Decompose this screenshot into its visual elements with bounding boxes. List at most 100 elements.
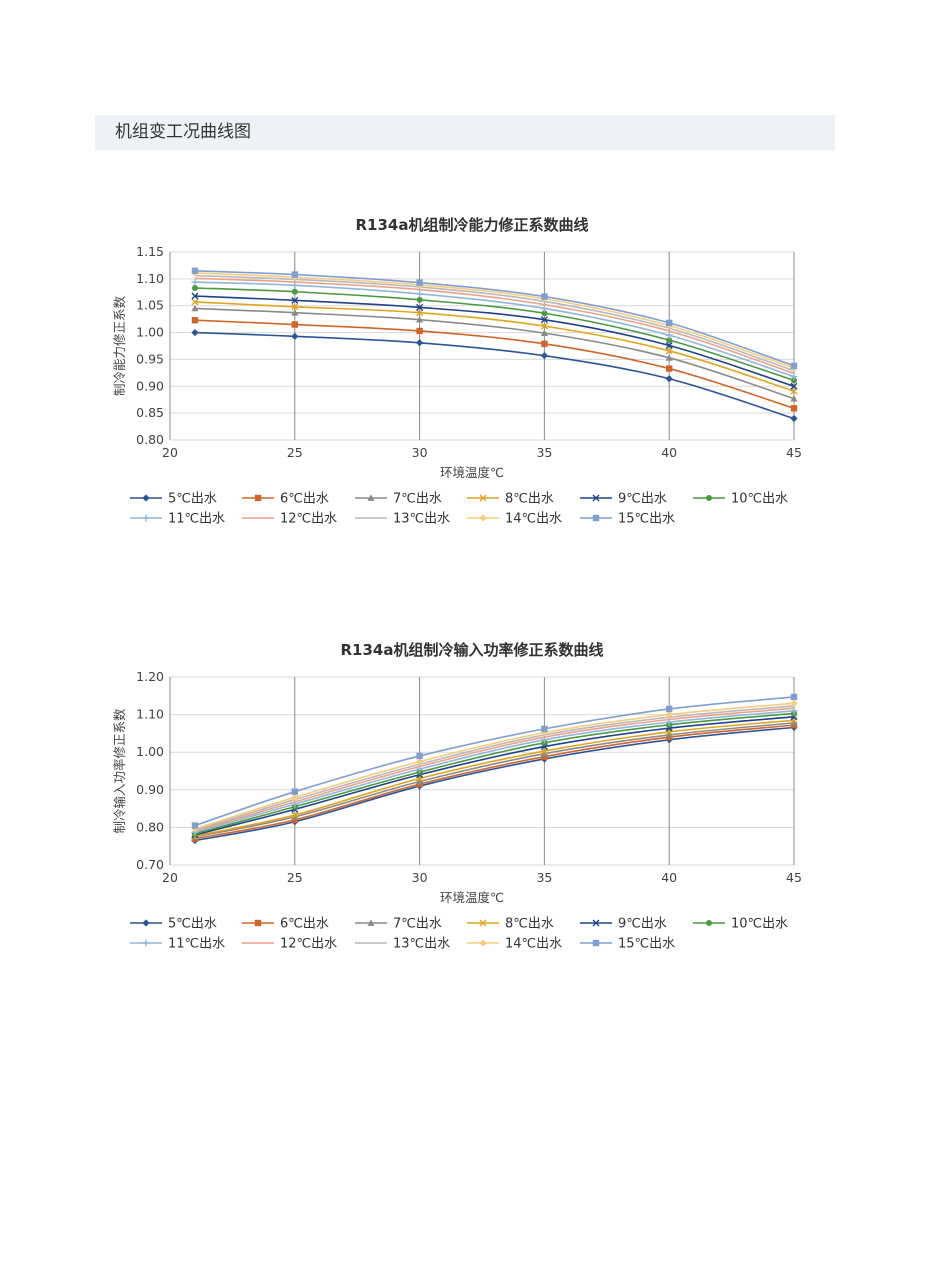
series-9: [194, 705, 795, 831]
x-tick-label: 45: [786, 445, 802, 460]
data-point: [790, 373, 798, 381]
data-point: [790, 395, 798, 402]
legend-label: 12℃出水: [280, 937, 337, 952]
legend-marker: [254, 919, 262, 927]
series-line: [194, 726, 795, 842]
legend-marker: [479, 494, 487, 502]
data-point: [291, 288, 298, 295]
series-1: [191, 723, 798, 845]
data-point: [191, 328, 199, 337]
legend-item: 15℃出水: [580, 512, 675, 527]
x-axis-label: 环境温度℃: [440, 465, 504, 480]
data-point: [790, 362, 798, 370]
legend-label: 11℃出水: [168, 937, 225, 952]
legend-label: 9℃出水: [618, 917, 667, 932]
legend-item: 5℃出水: [130, 492, 217, 507]
series-2: [191, 317, 798, 412]
legend-item: 7℃出水: [355, 917, 442, 932]
series-11: [191, 267, 798, 370]
legend-item: 8℃出水: [467, 492, 554, 507]
legend-item: 15℃出水: [580, 937, 675, 952]
legend-label: 6℃出水: [280, 492, 329, 507]
chart-title: R134a机组制冷能力修正系数曲线: [356, 216, 589, 234]
legend-marker: [592, 939, 600, 947]
data-point: [665, 731, 673, 738]
legend-item: 13℃出水: [355, 512, 450, 527]
data-point: [790, 382, 798, 390]
series-4: [191, 298, 798, 395]
series-line: [194, 696, 795, 827]
data-point: [291, 296, 299, 304]
x-tick-label: 45: [786, 870, 802, 885]
data-point: [665, 354, 673, 361]
data-point: [790, 719, 798, 726]
legend-item: 8℃出水: [467, 917, 554, 932]
legend-label: 11℃出水: [168, 512, 225, 527]
legend-label: 5℃出水: [168, 492, 217, 507]
legend-label: 14℃出水: [505, 512, 562, 527]
data-point: [790, 414, 798, 423]
series-line: [194, 707, 795, 832]
data-point: [416, 290, 424, 298]
y-tick-label: 0.85: [136, 405, 164, 420]
series-5: [191, 292, 798, 390]
legend-label: 9℃出水: [618, 492, 667, 507]
legend-marker: [706, 495, 712, 501]
data-point: [291, 813, 299, 820]
legend-label: 7℃出水: [393, 492, 442, 507]
data-point: [291, 271, 298, 278]
legend-marker: [592, 494, 600, 502]
data-point: [541, 340, 548, 348]
y-axis-label: 制冷能力修正系数: [112, 296, 127, 397]
legend-item: 12℃出水: [242, 512, 337, 527]
x-tick-label: 40: [661, 445, 677, 460]
data-point: [416, 752, 423, 760]
legend-item: 10℃出水: [693, 492, 788, 507]
data-point: [666, 319, 673, 327]
data-point: [541, 293, 548, 300]
data-point: [540, 304, 548, 312]
legend-marker: [592, 514, 600, 522]
data-point: [790, 699, 798, 707]
series-line: [194, 272, 795, 369]
y-axis-label: 制冷输入功率修正系数: [112, 708, 127, 834]
x-tick-label: 20: [162, 445, 178, 460]
data-point: [540, 729, 548, 737]
legend-item: 13℃出水: [355, 937, 450, 952]
x-tick-label: 25: [287, 445, 303, 460]
legend-marker: [142, 919, 150, 927]
series-line: [194, 722, 795, 838]
data-point: [191, 267, 199, 274]
y-tick-label: 0.80: [136, 432, 164, 447]
series-line: [194, 710, 795, 834]
series-line: [194, 716, 795, 836]
legend-label: 13℃出水: [393, 512, 450, 527]
legend-marker: [142, 514, 150, 522]
legend-marker: [142, 494, 150, 502]
legend-marker: [706, 920, 712, 926]
data-point: [665, 331, 673, 339]
legend-item: 11℃出水: [130, 512, 225, 527]
y-tick-label: 1.00: [136, 325, 164, 340]
data-point: [191, 284, 198, 291]
section-title: 机组变工况曲线图: [95, 115, 835, 150]
series-8: [194, 707, 795, 832]
data-point: [416, 758, 424, 766]
legend-item: 12℃出水: [242, 937, 337, 952]
data-point: [665, 341, 673, 349]
legend-item: 11℃出水: [130, 937, 225, 952]
x-tick-label: 30: [412, 445, 428, 460]
data-point: [191, 822, 199, 829]
series-line: [194, 281, 795, 378]
legend-marker: [367, 919, 375, 926]
data-point: [540, 316, 548, 324]
series-6: [191, 284, 797, 384]
x-tick-label: 30: [412, 870, 428, 885]
y-tick-label: 1.20: [136, 669, 164, 684]
legend-marker: [592, 919, 600, 927]
data-point: [416, 339, 424, 347]
data-point: [191, 304, 199, 312]
data-point: [666, 365, 673, 372]
y-tick-label: 0.90: [136, 782, 164, 797]
data-point: [291, 788, 298, 795]
